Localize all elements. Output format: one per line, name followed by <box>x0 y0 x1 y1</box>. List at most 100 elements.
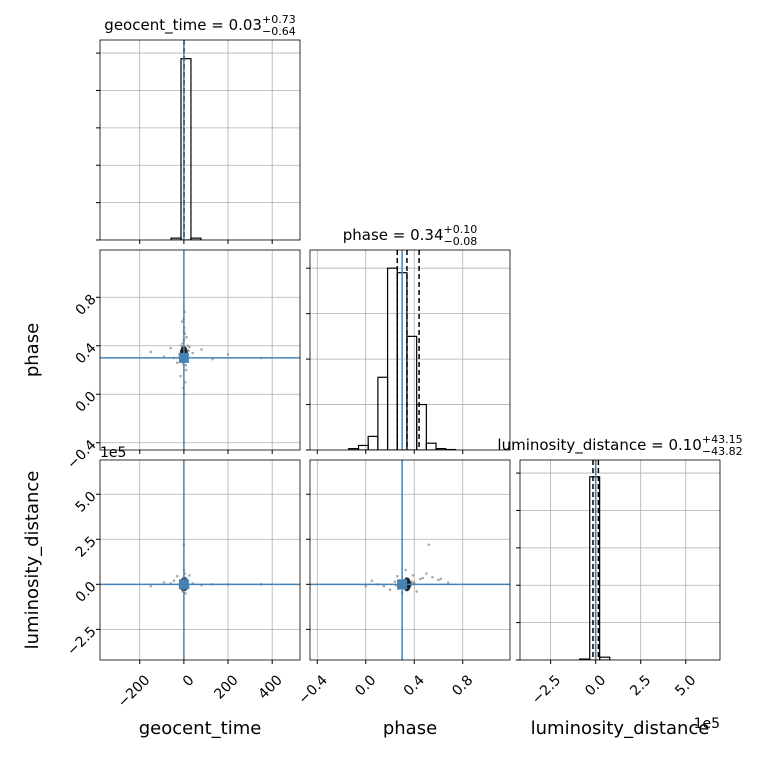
title-sub: −0.08 <box>444 235 478 248</box>
title-sub: −0.64 <box>262 25 296 38</box>
y-tick-label: −0.4 <box>64 437 99 472</box>
sample-point <box>421 576 425 580</box>
panel <box>310 460 510 660</box>
panel-title: luminosity_distance = 0.10+43.15 −43.82 <box>497 433 742 458</box>
x-axis-label: geocent_time <box>139 718 262 739</box>
panel <box>520 460 720 660</box>
title-main: luminosity_distance = 0.10 <box>497 436 701 455</box>
sample-point <box>187 349 191 352</box>
title-sup: +43.15 <box>702 433 743 446</box>
x-tick-label: 0.0 <box>352 672 379 699</box>
panel-background <box>310 460 510 660</box>
y-tick-label: 0.0 <box>73 579 100 606</box>
x-offset-label: 1e5 <box>694 716 720 732</box>
y-tick-label: 2.5 <box>73 534 100 561</box>
y-axis-label: luminosity_distance <box>22 471 43 650</box>
panel-background <box>310 250 510 450</box>
sample-point <box>185 335 188 339</box>
sample-point <box>364 584 368 588</box>
truth-marker <box>178 352 189 363</box>
x-tick-label: 400 <box>256 672 286 702</box>
sample-point <box>184 592 187 595</box>
truth-marker <box>178 579 189 590</box>
histogram-bar <box>190 237 202 240</box>
x-tick-label: 0.0 <box>582 672 609 699</box>
sample-point <box>179 374 182 378</box>
sample-point <box>169 346 172 350</box>
x-tick-label: 5.0 <box>672 672 699 699</box>
truth-marker <box>397 579 408 590</box>
sample-point <box>382 584 386 588</box>
title-main: phase = 0.34 <box>343 226 444 244</box>
x-tick-label: 200 <box>211 672 241 702</box>
panel-background <box>100 40 300 240</box>
sample-point <box>191 351 195 355</box>
y-tick-label: 5.0 <box>73 489 100 516</box>
sample-point <box>425 572 428 575</box>
sample-point <box>200 348 203 351</box>
sample-point <box>179 344 183 348</box>
sample-point <box>437 578 440 582</box>
panel <box>100 250 300 450</box>
x-axis-label: phase <box>383 718 437 739</box>
x-tick-label: 2.5 <box>627 672 654 699</box>
sample-point <box>404 568 408 572</box>
sample-point <box>186 344 190 348</box>
sample-point <box>431 575 434 579</box>
panel-frame <box>99 39 301 241</box>
sample-point <box>439 577 443 581</box>
panel-frame <box>309 249 511 451</box>
histogram-bar <box>425 442 437 450</box>
sample-point <box>419 577 422 581</box>
sample-point <box>415 590 418 593</box>
sample-point <box>388 588 392 592</box>
panel-frame <box>99 249 301 451</box>
sample-point <box>175 361 179 365</box>
histogram-bar <box>406 335 418 450</box>
sample-point <box>446 581 450 584</box>
x-axis-label: luminosity_distance <box>531 718 710 739</box>
y-tick-label: 0.8 <box>73 292 100 319</box>
panel-frame <box>99 459 301 661</box>
sample-point <box>162 581 166 584</box>
panel-frame <box>519 459 721 661</box>
y-tick-label: 0.0 <box>73 389 100 416</box>
x-tick-label: 0 <box>180 672 198 690</box>
panel <box>100 40 300 240</box>
sample-point <box>412 581 416 584</box>
sample-point <box>184 368 188 372</box>
panel-title: phase = 0.34+0.10 −0.08 <box>343 223 478 248</box>
sample-point <box>427 543 431 546</box>
x-tick-label: 0.8 <box>449 672 476 699</box>
sample-point <box>180 320 184 323</box>
sample-point <box>175 574 179 578</box>
x-tick-label: −0.4 <box>296 672 331 707</box>
panel <box>100 460 300 660</box>
panel-background <box>520 460 720 660</box>
x-tick-label: 0.4 <box>401 672 428 699</box>
sample-point <box>172 579 176 583</box>
sample-point <box>188 574 191 577</box>
title-sub: −43.82 <box>702 445 743 458</box>
sample-point <box>226 352 230 356</box>
sample-point <box>411 574 415 577</box>
y-axis-label: phase <box>22 323 43 377</box>
y-tick-label: −2.5 <box>64 624 99 659</box>
panel-frame <box>309 459 511 661</box>
panel <box>310 250 510 450</box>
title-sup: +0.73 <box>262 13 296 26</box>
x-tick-label: −200 <box>115 672 154 711</box>
panel-title: geocent_time = 0.03+0.73 −0.64 <box>104 13 295 38</box>
x-tick-label: −2.5 <box>529 672 564 707</box>
histogram-bar <box>599 656 611 660</box>
title-main: geocent_time = 0.03 <box>104 16 262 35</box>
y-tick-label: 0.4 <box>73 340 100 367</box>
sample-point <box>395 574 399 578</box>
sample-point <box>149 584 153 588</box>
y-offset-label: 1e5 <box>100 445 126 461</box>
panel-background <box>100 250 300 450</box>
histogram-bar <box>180 58 192 240</box>
sample-point <box>370 579 374 583</box>
title-sup: +0.10 <box>444 223 478 236</box>
